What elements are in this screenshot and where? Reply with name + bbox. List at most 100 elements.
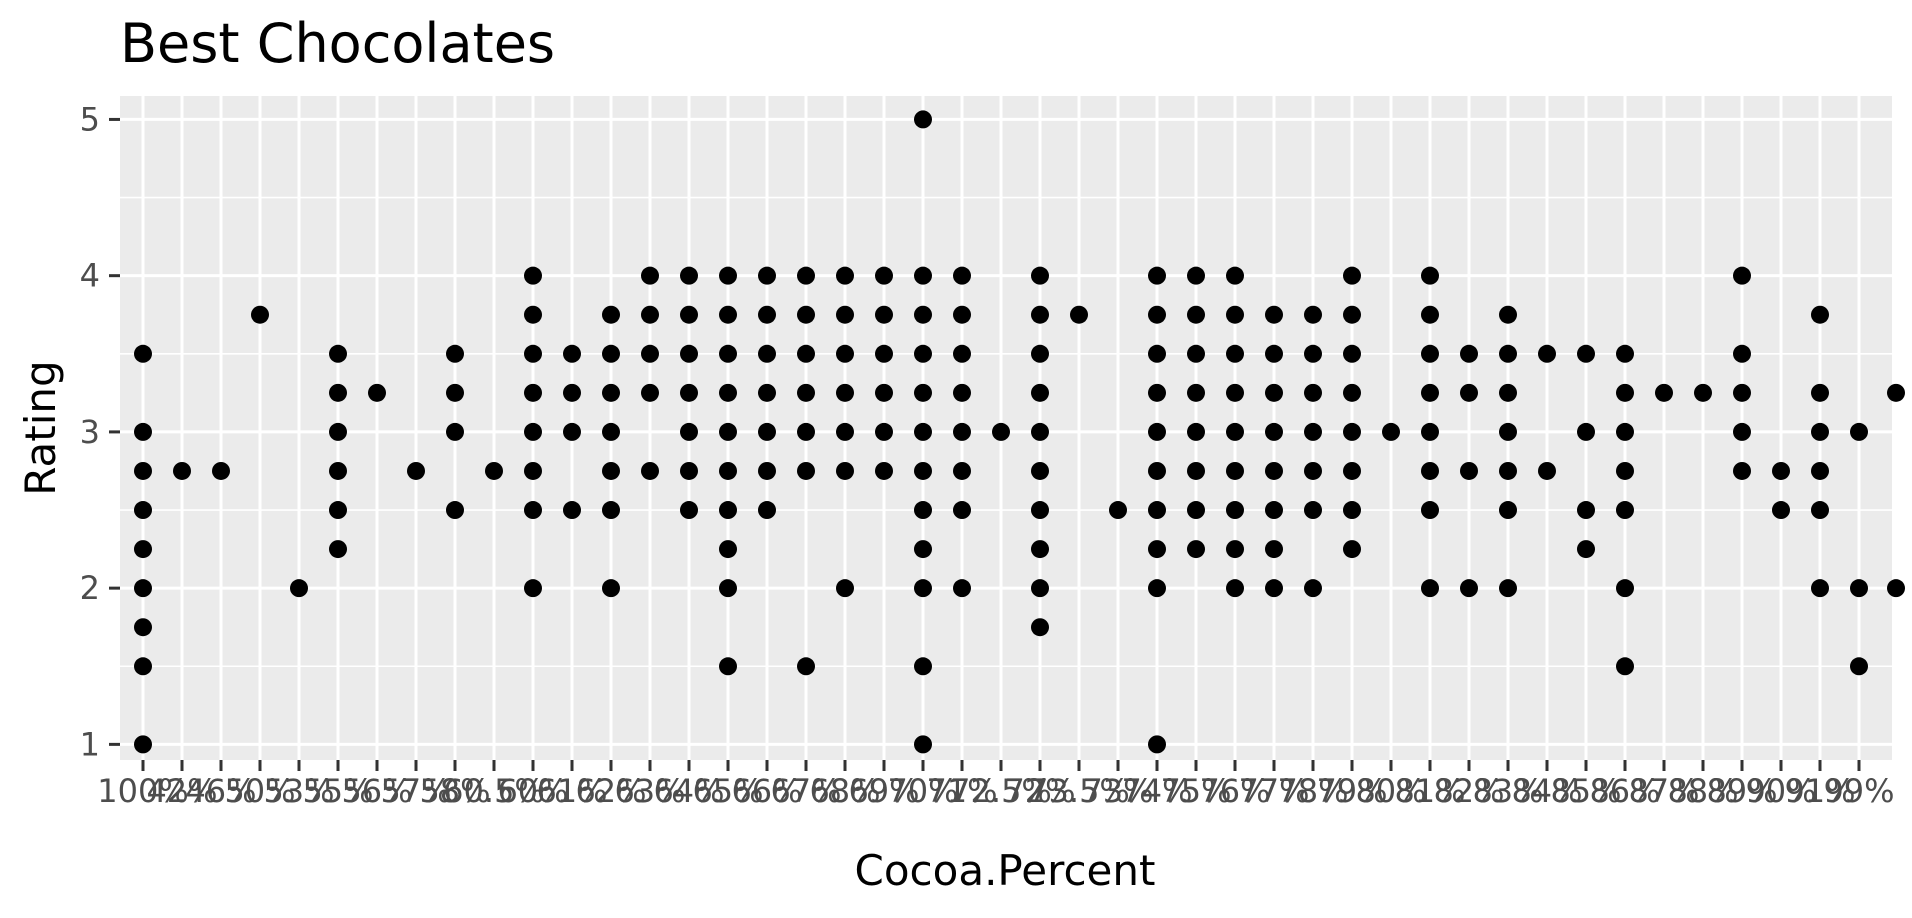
data-point [758, 383, 776, 402]
data-point [329, 461, 347, 480]
data-point [1460, 344, 1478, 363]
data-point [1887, 579, 1905, 598]
data-point [914, 266, 932, 285]
data-point [1031, 383, 1049, 402]
data-point [719, 461, 737, 480]
x-tick-label: 84% [1511, 772, 1582, 810]
data-point [836, 422, 854, 441]
data-point [836, 383, 854, 402]
data-point [1031, 501, 1049, 520]
data-point [446, 383, 464, 402]
data-point [1304, 461, 1322, 480]
x-tick-label: 57% [380, 772, 451, 810]
x-axis-title: Cocoa.Percent [855, 846, 1156, 895]
data-point [1187, 540, 1205, 559]
x-tick-label: 55% [302, 772, 373, 810]
data-point [836, 344, 854, 363]
data-point [1577, 344, 1595, 363]
data-point [1772, 461, 1790, 480]
data-point [758, 461, 776, 480]
data-point [1538, 461, 1556, 480]
data-point [1070, 305, 1088, 324]
data-point [953, 501, 971, 520]
data-point [1733, 344, 1751, 363]
data-point [1616, 383, 1634, 402]
x-tick-label: 75% [1160, 772, 1231, 810]
data-point [914, 344, 932, 363]
data-point [914, 735, 932, 754]
data-point [953, 266, 971, 285]
data-point [329, 540, 347, 559]
data-point [1226, 579, 1244, 598]
data-point [797, 657, 815, 676]
data-point [1499, 501, 1517, 520]
data-point [212, 461, 230, 480]
data-point [1304, 344, 1322, 363]
data-point [914, 305, 932, 324]
data-point [1811, 383, 1829, 402]
data-point [1265, 344, 1283, 363]
data-point [797, 266, 815, 285]
data-point [1187, 305, 1205, 324]
data-point [1460, 461, 1478, 480]
data-point [914, 540, 932, 559]
data-point [1265, 540, 1283, 559]
data-point [134, 344, 152, 363]
data-point [1187, 461, 1205, 480]
y-tick-label: 1 [80, 725, 100, 763]
data-point [1343, 266, 1361, 285]
y-axis-title: Rating [16, 360, 65, 495]
data-point [602, 305, 620, 324]
x-tick-label: 89% [1706, 772, 1777, 810]
data-point [134, 618, 152, 637]
data-point [446, 501, 464, 520]
x-tick-label: 91% [1784, 772, 1855, 810]
data-point [1148, 305, 1166, 324]
data-point [1616, 344, 1634, 363]
data-point [1187, 501, 1205, 520]
data-point [602, 501, 620, 520]
x-tick-label: 61% [536, 772, 607, 810]
y-tick-label: 2 [80, 569, 100, 607]
data-point [1187, 344, 1205, 363]
data-point [1616, 501, 1634, 520]
x-tick-label: 99% [1823, 772, 1894, 810]
data-point [914, 579, 932, 598]
data-point [1421, 422, 1439, 441]
x-axis: 100%42%46%50%53%55%56%57%58%60.5%60%61%6… [97, 760, 1895, 810]
data-point [680, 383, 698, 402]
data-point [1421, 344, 1439, 363]
data-point [329, 344, 347, 363]
data-point [1226, 540, 1244, 559]
data-point [797, 422, 815, 441]
data-point [719, 383, 737, 402]
data-point [1499, 461, 1517, 480]
data-point [1382, 422, 1400, 441]
data-point [1343, 305, 1361, 324]
data-point [329, 383, 347, 402]
x-tick-label: 46% [185, 772, 256, 810]
data-point [1148, 501, 1166, 520]
data-point [524, 305, 542, 324]
x-tick-label: 71% [926, 772, 997, 810]
data-point [563, 383, 581, 402]
data-point [1148, 579, 1166, 598]
data-point [1226, 266, 1244, 285]
data-point [1460, 383, 1478, 402]
data-point [602, 461, 620, 480]
data-point [1226, 422, 1244, 441]
data-point [1850, 579, 1868, 598]
data-point [1187, 383, 1205, 402]
data-point [719, 305, 737, 324]
data-point [563, 501, 581, 520]
data-point [641, 461, 659, 480]
x-tick-label: 76% [1199, 772, 1270, 810]
data-point [407, 461, 425, 480]
data-point [524, 422, 542, 441]
data-point [1811, 305, 1829, 324]
data-point [1187, 422, 1205, 441]
data-point [602, 579, 620, 598]
data-point [680, 501, 698, 520]
data-point [953, 461, 971, 480]
data-point [134, 657, 152, 676]
